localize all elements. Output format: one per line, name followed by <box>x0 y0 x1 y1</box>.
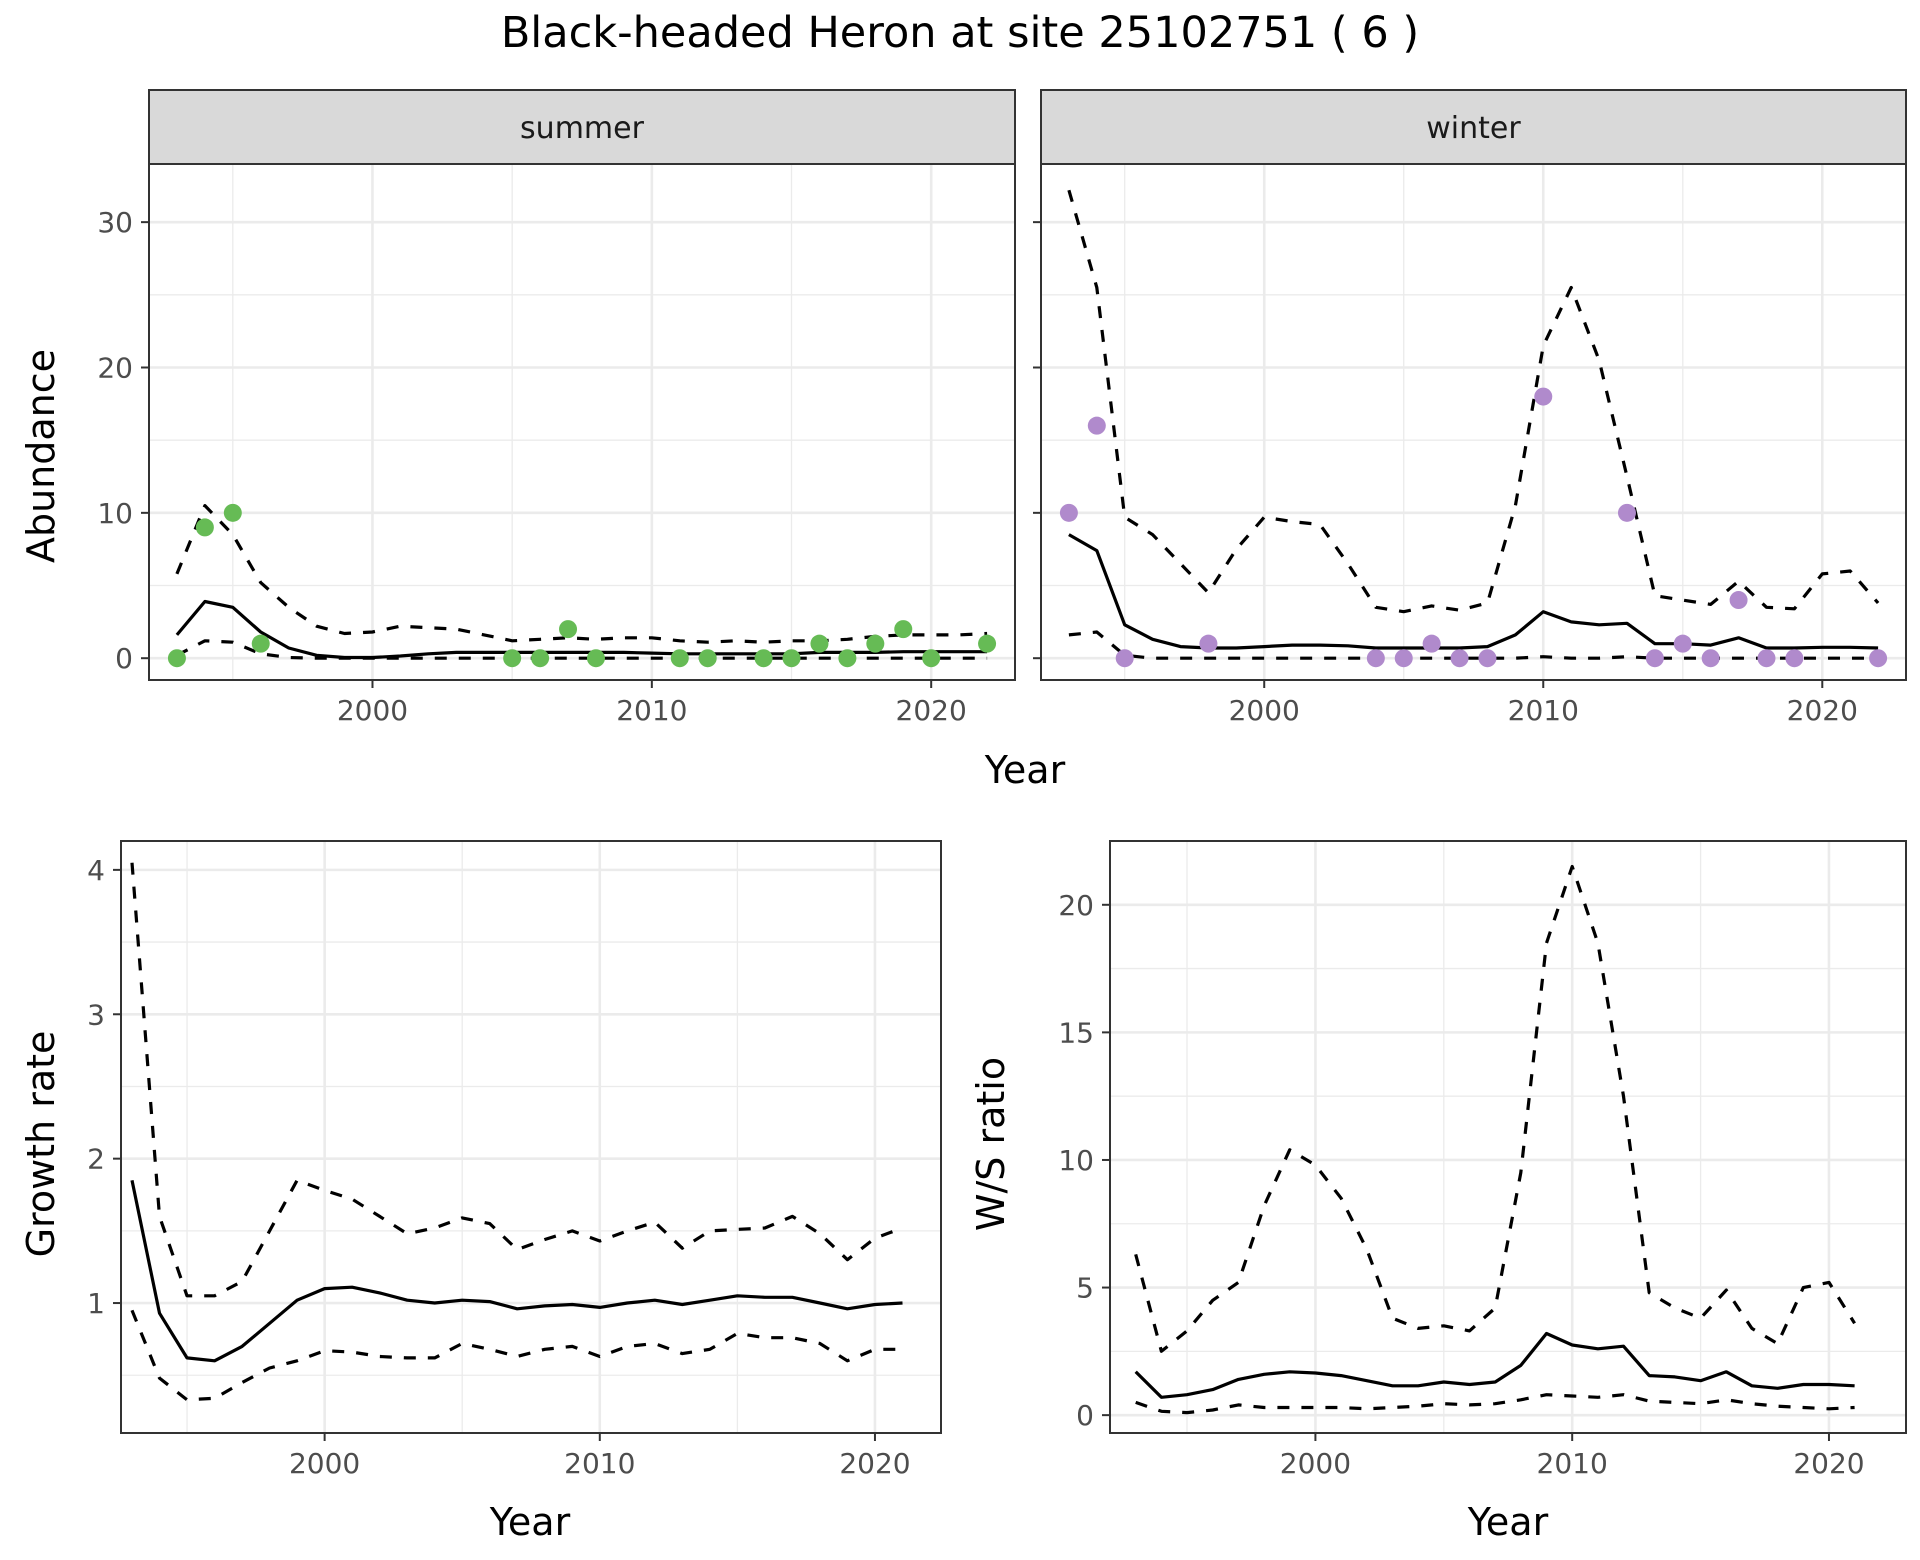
observation-point <box>922 649 941 668</box>
observation-point <box>838 649 857 668</box>
estimate-line <box>130 1179 903 1363</box>
observation-point <box>1199 634 1218 653</box>
observation-point <box>782 649 801 668</box>
lower-bound-line <box>130 1309 903 1402</box>
observation-point <box>1115 649 1134 668</box>
x-tick-label: 2020 <box>839 1447 910 1480</box>
upper-bound-line <box>130 862 904 1298</box>
x-tick-label: 2000 <box>337 694 408 727</box>
y-tick-label: 0 <box>115 642 133 675</box>
y-tick-label: 20 <box>97 351 133 384</box>
observation-point <box>1478 649 1497 668</box>
observation-point <box>1422 634 1441 653</box>
x-tick-label: 2000 <box>289 1447 360 1480</box>
observation-point <box>1394 649 1413 668</box>
top-x-axis-title: Year <box>984 748 1066 792</box>
y-tick-label: 10 <box>97 497 133 530</box>
observation-point <box>1869 649 1888 668</box>
y-tick-label: 4 <box>87 854 105 887</box>
observation-point <box>754 649 773 668</box>
observation-point <box>1673 634 1692 653</box>
observation-point <box>223 503 242 522</box>
x-tick-label: 2020 <box>1793 1447 1864 1480</box>
observation-point <box>1645 649 1664 668</box>
observation-point <box>1366 649 1385 668</box>
y-tick-label: 10 <box>1058 1144 1094 1177</box>
lower-bound-line <box>1135 1393 1855 1415</box>
lower-bound-line <box>1068 630 1879 660</box>
ratio-y-axis-title: W/S ratio <box>969 1057 1013 1231</box>
y-tick-label: 3 <box>87 998 105 1031</box>
observation-point <box>503 649 522 668</box>
x-tick-label: 2010 <box>616 694 687 727</box>
panel-ws-ratio: 2000 2010 2020 0 5 10 15 20 <box>1058 840 1907 1480</box>
observation-point <box>670 649 689 668</box>
y-tick-label: 2 <box>87 1143 105 1176</box>
y-tick-label: 15 <box>1058 1016 1094 1049</box>
observation-point <box>251 634 270 653</box>
growth-y-axis-title: Growth rate <box>19 1031 63 1258</box>
y-tick-label: 5 <box>1076 1272 1094 1305</box>
observation-point <box>195 518 214 537</box>
y-tick-label: 30 <box>97 206 133 239</box>
panel-growth-rate: 2000 2010 2020 1 2 3 4 <box>87 840 942 1480</box>
x-tick-label: 2010 <box>1508 694 1579 727</box>
panel-summer-abundance: summer 2000 2010 2020 0 10 20 30 <box>97 89 1016 727</box>
observation-point <box>1617 503 1636 522</box>
observation-point <box>894 620 913 639</box>
plot-background <box>1110 841 1906 1433</box>
observation-point <box>810 634 829 653</box>
x-tick-label: 2010 <box>1537 1447 1608 1480</box>
observation-point <box>1087 416 1106 435</box>
upper-bound-line <box>1134 864 1856 1353</box>
observation-point <box>586 649 605 668</box>
observation-point <box>1757 649 1776 668</box>
observation-point <box>167 649 186 668</box>
observation-point <box>531 649 550 668</box>
facet-strip <box>148 89 1016 165</box>
observation-point <box>866 634 885 653</box>
observation-point <box>698 649 717 668</box>
upper-bound-line <box>175 504 988 644</box>
y-tick-label: 1 <box>87 1287 105 1320</box>
panel-border <box>1109 840 1907 1434</box>
x-tick-label: 2020 <box>1787 694 1858 727</box>
panel-border <box>120 840 942 1434</box>
x-tick-label: 2000 <box>1229 694 1300 727</box>
observation-point <box>978 634 997 653</box>
plot-background <box>1041 164 1906 680</box>
chart-title: Black-headed Heron at site 25102751 ( 6 … <box>500 8 1420 58</box>
observation-point <box>1450 649 1469 668</box>
x-tick-label: 2020 <box>896 694 967 727</box>
facet-strip <box>1040 89 1907 165</box>
observation-point <box>559 620 578 639</box>
observation-point <box>1785 649 1804 668</box>
ratio-x-axis-title: Year <box>1467 1500 1549 1544</box>
x-tick-label: 2010 <box>564 1447 635 1480</box>
observation-point <box>1701 649 1720 668</box>
observation-point <box>1534 387 1553 406</box>
estimate-line <box>1134 1331 1855 1399</box>
top-y-axis-title: Abundance <box>19 349 63 563</box>
facet-strip-label: winter <box>1426 111 1521 146</box>
facet-strip-label: summer <box>520 111 645 146</box>
panel-winter-abundance: winter 2000 2010 2020 <box>1033 89 1907 727</box>
observation-point <box>1059 503 1078 522</box>
observation-point <box>1729 591 1748 610</box>
y-tick-label: 20 <box>1058 889 1094 922</box>
plot-background <box>149 164 1015 680</box>
growth-x-axis-title: Year <box>489 1500 571 1544</box>
upper-bound-line <box>1067 189 1880 614</box>
y-tick-label: 0 <box>1076 1399 1094 1432</box>
x-tick-label: 2000 <box>1280 1447 1351 1480</box>
